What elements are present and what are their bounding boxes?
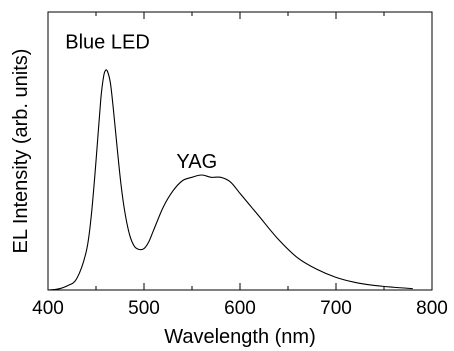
plot-frame bbox=[47, 11, 433, 291]
x-tick-label-400: 400 bbox=[32, 298, 64, 319]
annotation-yag: YAG bbox=[176, 151, 217, 173]
peak-annotations: Blue LED YAG bbox=[65, 32, 217, 174]
x-tick-label-600: 600 bbox=[224, 298, 256, 319]
x-tick-label-700: 700 bbox=[320, 298, 352, 319]
x-tick-label-500: 500 bbox=[128, 298, 160, 319]
x-axis-label: Wavelength (nm) bbox=[164, 326, 316, 348]
annotation-blue-led: Blue LED bbox=[65, 32, 150, 54]
y-axis-label: EL Intensity (arb. units) bbox=[10, 49, 32, 254]
x-axis-ticks bbox=[47, 12, 433, 290]
x-axis-tick-labels: 400 500 600 700 800 bbox=[32, 298, 448, 319]
spectrum-line bbox=[47, 69, 413, 291]
x-tick-label-800: 800 bbox=[416, 298, 448, 319]
